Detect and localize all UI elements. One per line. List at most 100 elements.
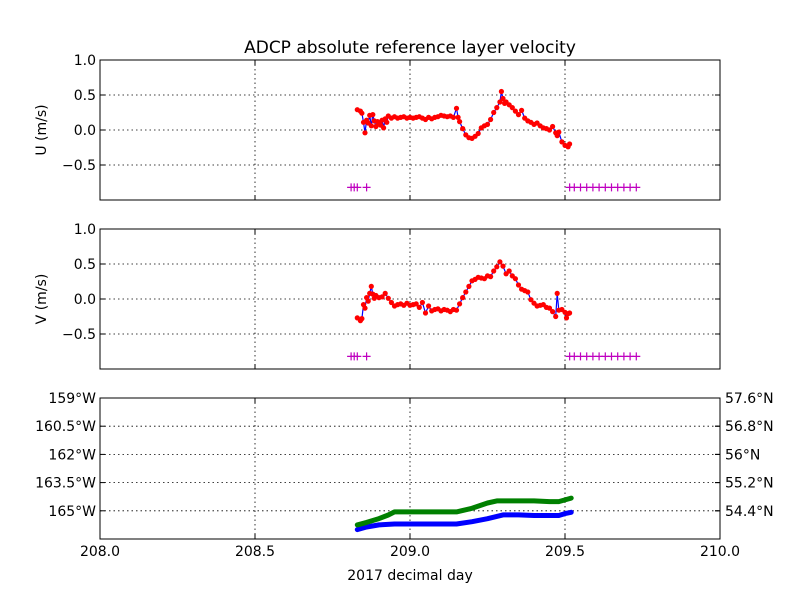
velocity-point-u — [460, 126, 466, 132]
velocity-point-u — [373, 123, 379, 130]
velocity-point-u — [453, 105, 460, 111]
velocity-point-u — [359, 110, 365, 116]
y-tick-label-v: −0.5 — [62, 327, 96, 343]
flag-marker-u — [632, 183, 641, 192]
velocity-point-v — [413, 301, 419, 307]
velocity-point-u — [384, 119, 390, 125]
y-tick-label-u: 1.0 — [74, 53, 96, 69]
velocity-point-v — [553, 313, 559, 320]
flag-marker-v — [362, 352, 371, 361]
latitude-line — [354, 495, 574, 528]
velocity-point-u — [362, 130, 368, 136]
velocity-point-v — [494, 264, 500, 270]
x-tick-label: 208.5 — [235, 544, 275, 560]
velocity-point-u — [370, 112, 376, 118]
velocity-point-u — [455, 114, 461, 120]
y-tick-label-position: 159°W — [48, 391, 96, 407]
y-axis-title-v: V (m/s) — [34, 274, 50, 325]
y-right-tick-label: 56°N — [725, 447, 760, 463]
velocity-point-u — [450, 114, 456, 120]
velocity-point-u — [550, 123, 556, 130]
y-tick-label-position: 160.5°W — [35, 419, 96, 435]
velocity-point-v — [550, 309, 556, 315]
velocity-point-u — [494, 105, 500, 111]
flag-marker-v — [353, 352, 362, 361]
x-axis-title: 2017 decimal day — [347, 568, 472, 584]
velocity-point-v — [368, 283, 374, 289]
velocity-point-v — [453, 307, 460, 313]
velocity-point-u — [500, 95, 506, 102]
velocity-point-u — [512, 108, 519, 114]
velocity-point-v — [419, 299, 425, 306]
velocity-point-u — [556, 129, 562, 135]
longitude-line — [354, 509, 574, 533]
velocity-point-v — [554, 290, 560, 296]
velocity-point-v — [388, 299, 394, 306]
velocity-point-v — [488, 274, 494, 280]
velocity-point-u — [515, 112, 522, 118]
flag-marker-u — [353, 183, 362, 192]
velocity-point-v — [500, 263, 506, 269]
velocity-point-v — [365, 298, 371, 304]
panel-frame-v — [99, 228, 721, 370]
velocity-point-u — [491, 109, 497, 116]
velocity-point-v — [515, 282, 522, 288]
y-tick-label-position: 165°W — [48, 504, 96, 520]
velocity-point-v — [506, 268, 512, 274]
velocity-point-u — [457, 119, 463, 125]
velocity-point-v — [528, 297, 534, 303]
velocity-point-v — [385, 295, 391, 301]
velocity-point-u — [475, 130, 481, 137]
velocity-point-v — [567, 310, 573, 316]
velocity-point-v — [422, 310, 429, 316]
velocity-point-v — [463, 289, 469, 295]
flag-marker-u — [362, 183, 371, 192]
y-tick-label-v: 1.0 — [74, 222, 96, 238]
velocity-point-u — [368, 123, 374, 129]
velocity-point-v — [362, 305, 368, 311]
chart-title: ADCP absolute reference layer velocity — [244, 38, 576, 58]
y-right-tick-label: 54.4°N — [725, 504, 774, 520]
y-tick-label-position: 163.5°W — [35, 476, 96, 492]
panel-frame-u — [99, 59, 721, 201]
flag-marker-v — [632, 352, 641, 361]
velocity-point-v — [525, 289, 531, 295]
velocity-point-v — [460, 295, 466, 301]
velocity-point-u — [519, 107, 525, 113]
velocity-point-u — [484, 121, 491, 127]
velocity-point-u — [567, 141, 573, 147]
velocity-point-u — [497, 99, 503, 105]
y-axis-title-u: U (m/s) — [34, 104, 50, 155]
velocity-point-v — [382, 290, 388, 296]
velocity-point-v — [426, 303, 432, 309]
y-tick-label-u: 0.5 — [74, 88, 96, 104]
panel-frame-position — [99, 397, 721, 540]
velocity-point-v — [563, 315, 570, 321]
velocity-point-v — [416, 304, 422, 310]
y-tick-label-v: 0.5 — [74, 257, 96, 273]
x-tick-label: 208.0 — [80, 544, 120, 560]
y-right-tick-label: 55.2°N — [725, 476, 774, 492]
velocity-point-v — [359, 316, 365, 322]
velocity-point-v — [497, 259, 503, 265]
y-tick-label-position: 162°W — [48, 447, 96, 463]
x-tick-label: 209.5 — [545, 544, 585, 560]
y-right-tick-label: 56.8°N — [725, 419, 774, 435]
x-tick-label: 209.0 — [390, 544, 430, 560]
velocity-point-u — [546, 127, 553, 133]
velocity-point-u — [498, 88, 504, 95]
x-tick-label: 210.0 — [700, 544, 740, 560]
y-tick-label-u: −0.5 — [62, 158, 96, 174]
velocity-point-v — [491, 268, 497, 274]
velocity-point-u — [509, 105, 515, 111]
velocity-point-u — [381, 125, 387, 131]
velocity-point-v — [512, 276, 519, 282]
velocity-point-u — [559, 139, 565, 145]
y-tick-label-u: 0.0 — [74, 123, 96, 139]
y-right-tick-label: 57.6°N — [725, 391, 774, 407]
velocity-point-v — [546, 305, 553, 311]
velocity-point-v — [466, 283, 472, 289]
velocity-point-u — [488, 116, 494, 123]
